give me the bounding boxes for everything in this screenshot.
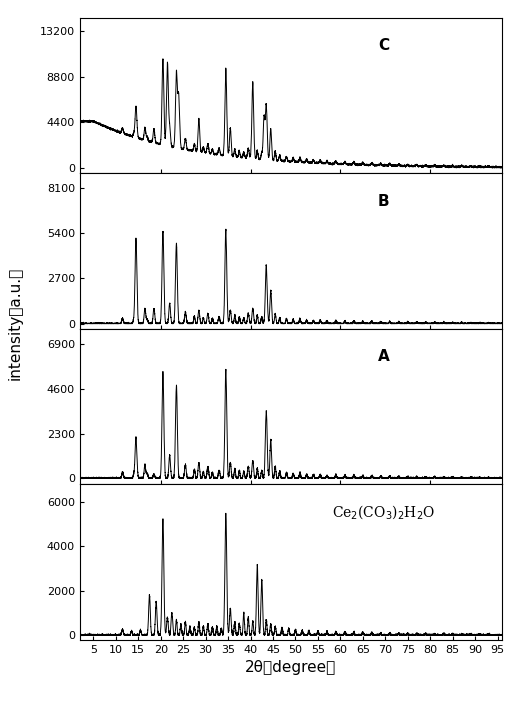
X-axis label: 2θ（degree）: 2θ（degree） bbox=[245, 660, 337, 675]
Text: C: C bbox=[379, 38, 389, 53]
Text: A: A bbox=[378, 349, 390, 364]
Text: Ce$_2$(CO$_3$)$_2$H$_2$O: Ce$_2$(CO$_3$)$_2$H$_2$O bbox=[332, 503, 436, 521]
Text: B: B bbox=[378, 193, 390, 209]
Text: intensity（a.u.）: intensity（a.u.） bbox=[8, 266, 23, 380]
